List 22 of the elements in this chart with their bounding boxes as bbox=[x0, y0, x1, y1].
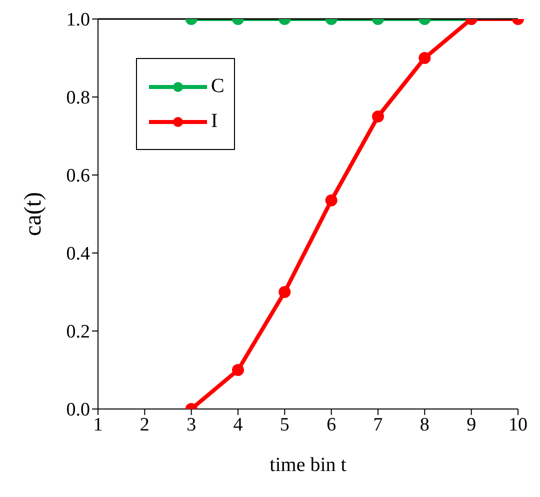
x-tick-label: 4 bbox=[233, 414, 244, 436]
x-tick-label: 2 bbox=[140, 414, 150, 436]
point bbox=[278, 286, 291, 298]
x-tick-label: 6 bbox=[326, 414, 336, 436]
y-tick-label: 0.6 bbox=[66, 166, 90, 187]
point bbox=[325, 194, 338, 206]
x-tick-label: 1 bbox=[93, 414, 103, 436]
x-axis-title: time bin t bbox=[270, 454, 347, 476]
y-tick-label: 0.8 bbox=[66, 88, 90, 109]
y-tick-label: 1.0 bbox=[66, 10, 90, 31]
x-tick-label: 7 bbox=[373, 414, 383, 436]
x-tick-label: 8 bbox=[420, 414, 430, 436]
y-tick-label: 0.0 bbox=[66, 400, 90, 421]
x-tick-label: 5 bbox=[280, 414, 290, 436]
x-tick-label: 3 bbox=[186, 414, 196, 436]
x-tick-label: 10 bbox=[508, 414, 528, 436]
y-axis-title: ca(t) bbox=[20, 192, 47, 236]
legend-label: I bbox=[211, 110, 218, 133]
y-tick-label: 0.4 bbox=[66, 244, 90, 265]
legend-label: C bbox=[211, 75, 224, 98]
y-tick-label: 0.2 bbox=[66, 322, 90, 343]
x-tick-label: 9 bbox=[466, 414, 476, 436]
